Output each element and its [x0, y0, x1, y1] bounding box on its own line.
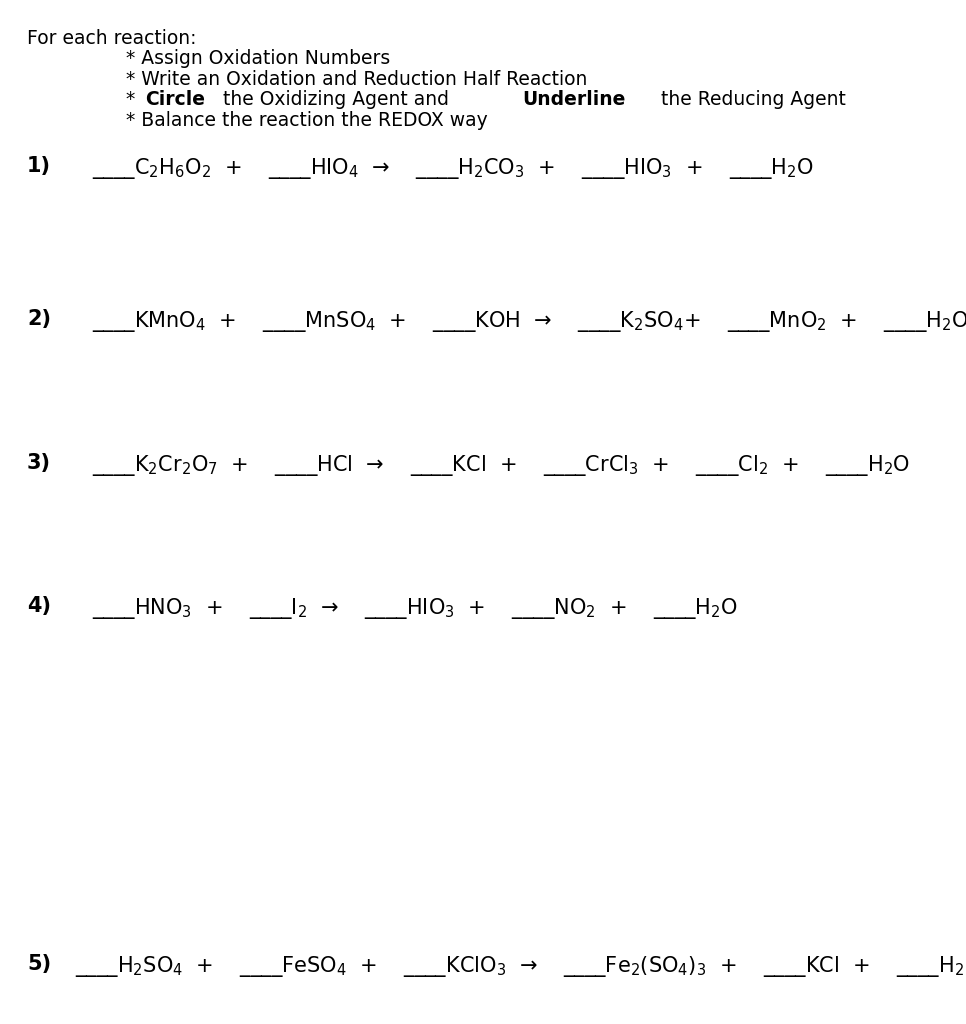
Text: Circle: Circle — [145, 90, 205, 110]
Text: * Balance the reaction the REDOX way: * Balance the reaction the REDOX way — [126, 111, 487, 130]
Text: For each reaction:: For each reaction: — [27, 29, 196, 48]
Text: 1): 1) — [27, 156, 51, 176]
Text: 3): 3) — [27, 453, 51, 473]
Text: * Write an Oxidation and Reduction Half Reaction: * Write an Oxidation and Reduction Half … — [126, 70, 587, 89]
Text: 2): 2) — [27, 309, 51, 330]
Text: ____HNO$_3$  +    ____I$_2$  →    ____HIO$_3$  +    ____NO$_2$  +    ____H$_2$O: ____HNO$_3$ + ____I$_2$ → ____HIO$_3$ + … — [92, 596, 738, 621]
Text: the Oxidizing Agent and: the Oxidizing Agent and — [223, 90, 455, 110]
Text: 5): 5) — [27, 954, 51, 975]
Text: ____KMnO$_4$  +    ____MnSO$_4$  +    ____KOH  →    ____K$_2$SO$_4$+    ____MnO$: ____KMnO$_4$ + ____MnSO$_4$ + ____KOH → … — [92, 309, 966, 334]
Text: ____K$_2$Cr$_2$O$_7$  +    ____HCl  →    ____KCl  +    ____CrCl$_3$  +    ____Cl: ____K$_2$Cr$_2$O$_7$ + ____HCl → ____KCl… — [92, 453, 910, 477]
Text: ____H$_2$SO$_4$  +    ____FeSO$_4$  +    ____KClO$_3$  →    ____Fe$_2$(SO$_4$)$_: ____H$_2$SO$_4$ + ____FeSO$_4$ + ____KCl… — [75, 954, 966, 979]
Text: the Reducing Agent: the Reducing Agent — [655, 90, 846, 110]
Text: *: * — [126, 90, 141, 110]
Text: 4): 4) — [27, 596, 51, 616]
Text: * Assign Oxidation Numbers: * Assign Oxidation Numbers — [126, 49, 390, 69]
Text: Underline: Underline — [522, 90, 625, 110]
Text: ____C$_2$H$_6$O$_2$  +    ____HIO$_4$  →    ____H$_2$CO$_3$  +    ____HIO$_3$  +: ____C$_2$H$_6$O$_2$ + ____HIO$_4$ → ____… — [92, 156, 813, 180]
